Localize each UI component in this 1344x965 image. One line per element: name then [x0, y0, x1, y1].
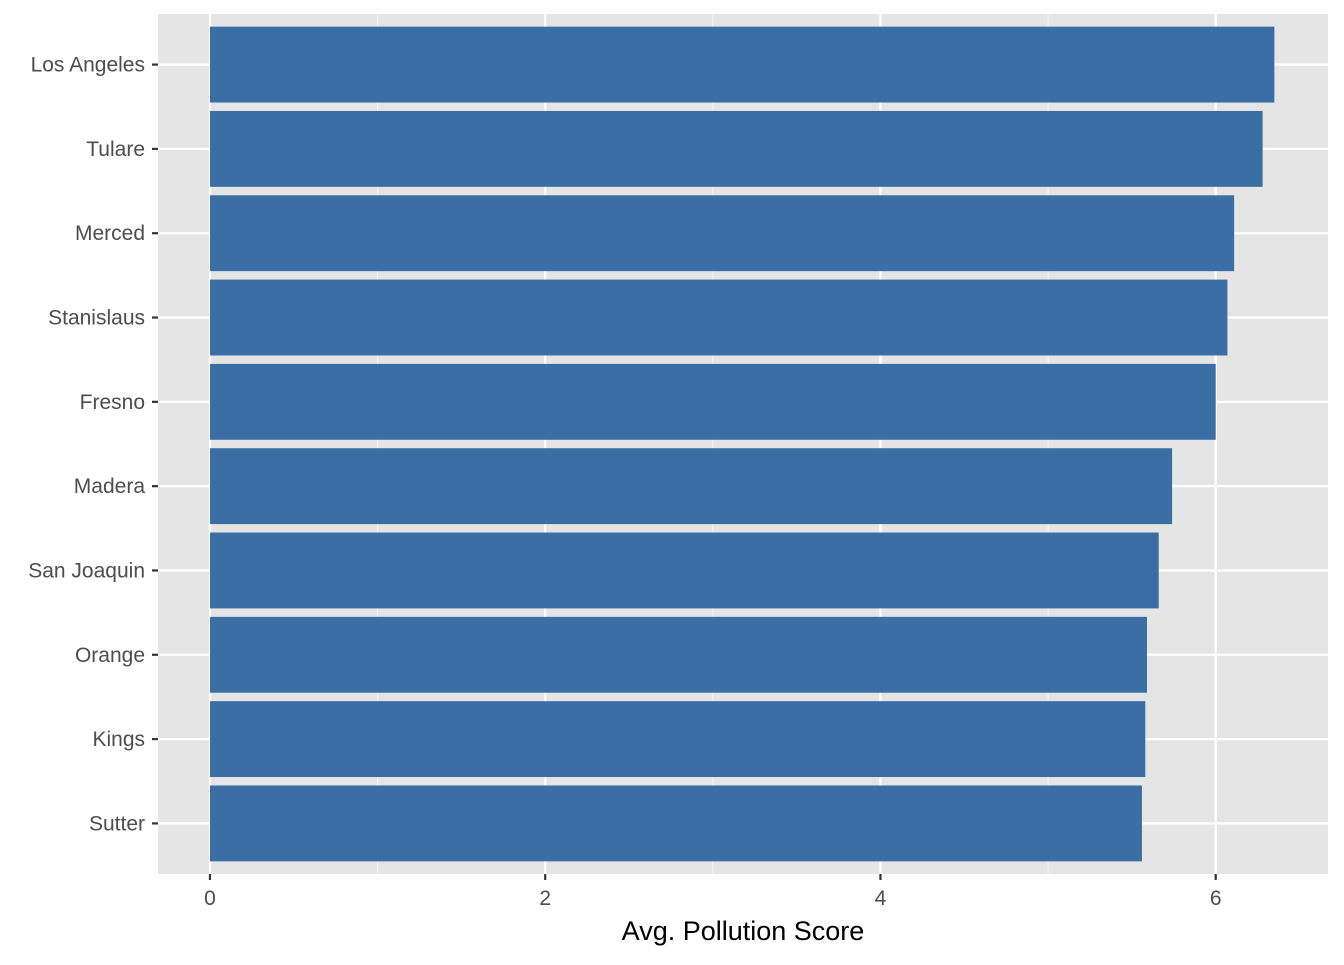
- x-tick-label: 0: [204, 887, 216, 910]
- y-axis: Los Angeles Tulare Merced Stanislaus Fresno M…: [28, 54, 158, 835]
- y-tick-label: Madera: [74, 475, 146, 498]
- y-tick-label: Los Angeles: [31, 54, 145, 77]
- x-tick-label: 2: [539, 887, 551, 910]
- y-tick-label: Sutter: [89, 812, 145, 835]
- bar-madera: [209, 448, 1173, 525]
- x-axis-title: Avg. Pollution Score: [622, 916, 865, 946]
- bar-stanislaus: [209, 279, 1228, 356]
- y-tick-label: Merced: [75, 222, 145, 245]
- x-tick-label: 4: [875, 887, 887, 910]
- bar-san-joaquin: [209, 532, 1159, 609]
- bar-sutter: [209, 785, 1142, 862]
- bar-tulare: [209, 110, 1263, 187]
- y-tick-label: San Joaquin: [28, 559, 145, 582]
- y-tick-label: Fresno: [80, 391, 145, 414]
- x-tick-label: 6: [1210, 887, 1222, 910]
- bar-los-angeles: [209, 26, 1275, 103]
- bar-fresno: [209, 363, 1216, 440]
- y-tick-label: Orange: [75, 644, 145, 667]
- bars: [209, 26, 1275, 862]
- y-tick-label: Tulare: [86, 138, 145, 161]
- x-axis: 0 2 4 6: [204, 874, 1222, 910]
- y-tick-label: Kings: [92, 728, 145, 751]
- bar-orange: [209, 616, 1147, 693]
- y-tick-label: Stanislaus: [48, 307, 145, 330]
- bar-kings: [209, 701, 1146, 778]
- bar-merced: [209, 195, 1235, 272]
